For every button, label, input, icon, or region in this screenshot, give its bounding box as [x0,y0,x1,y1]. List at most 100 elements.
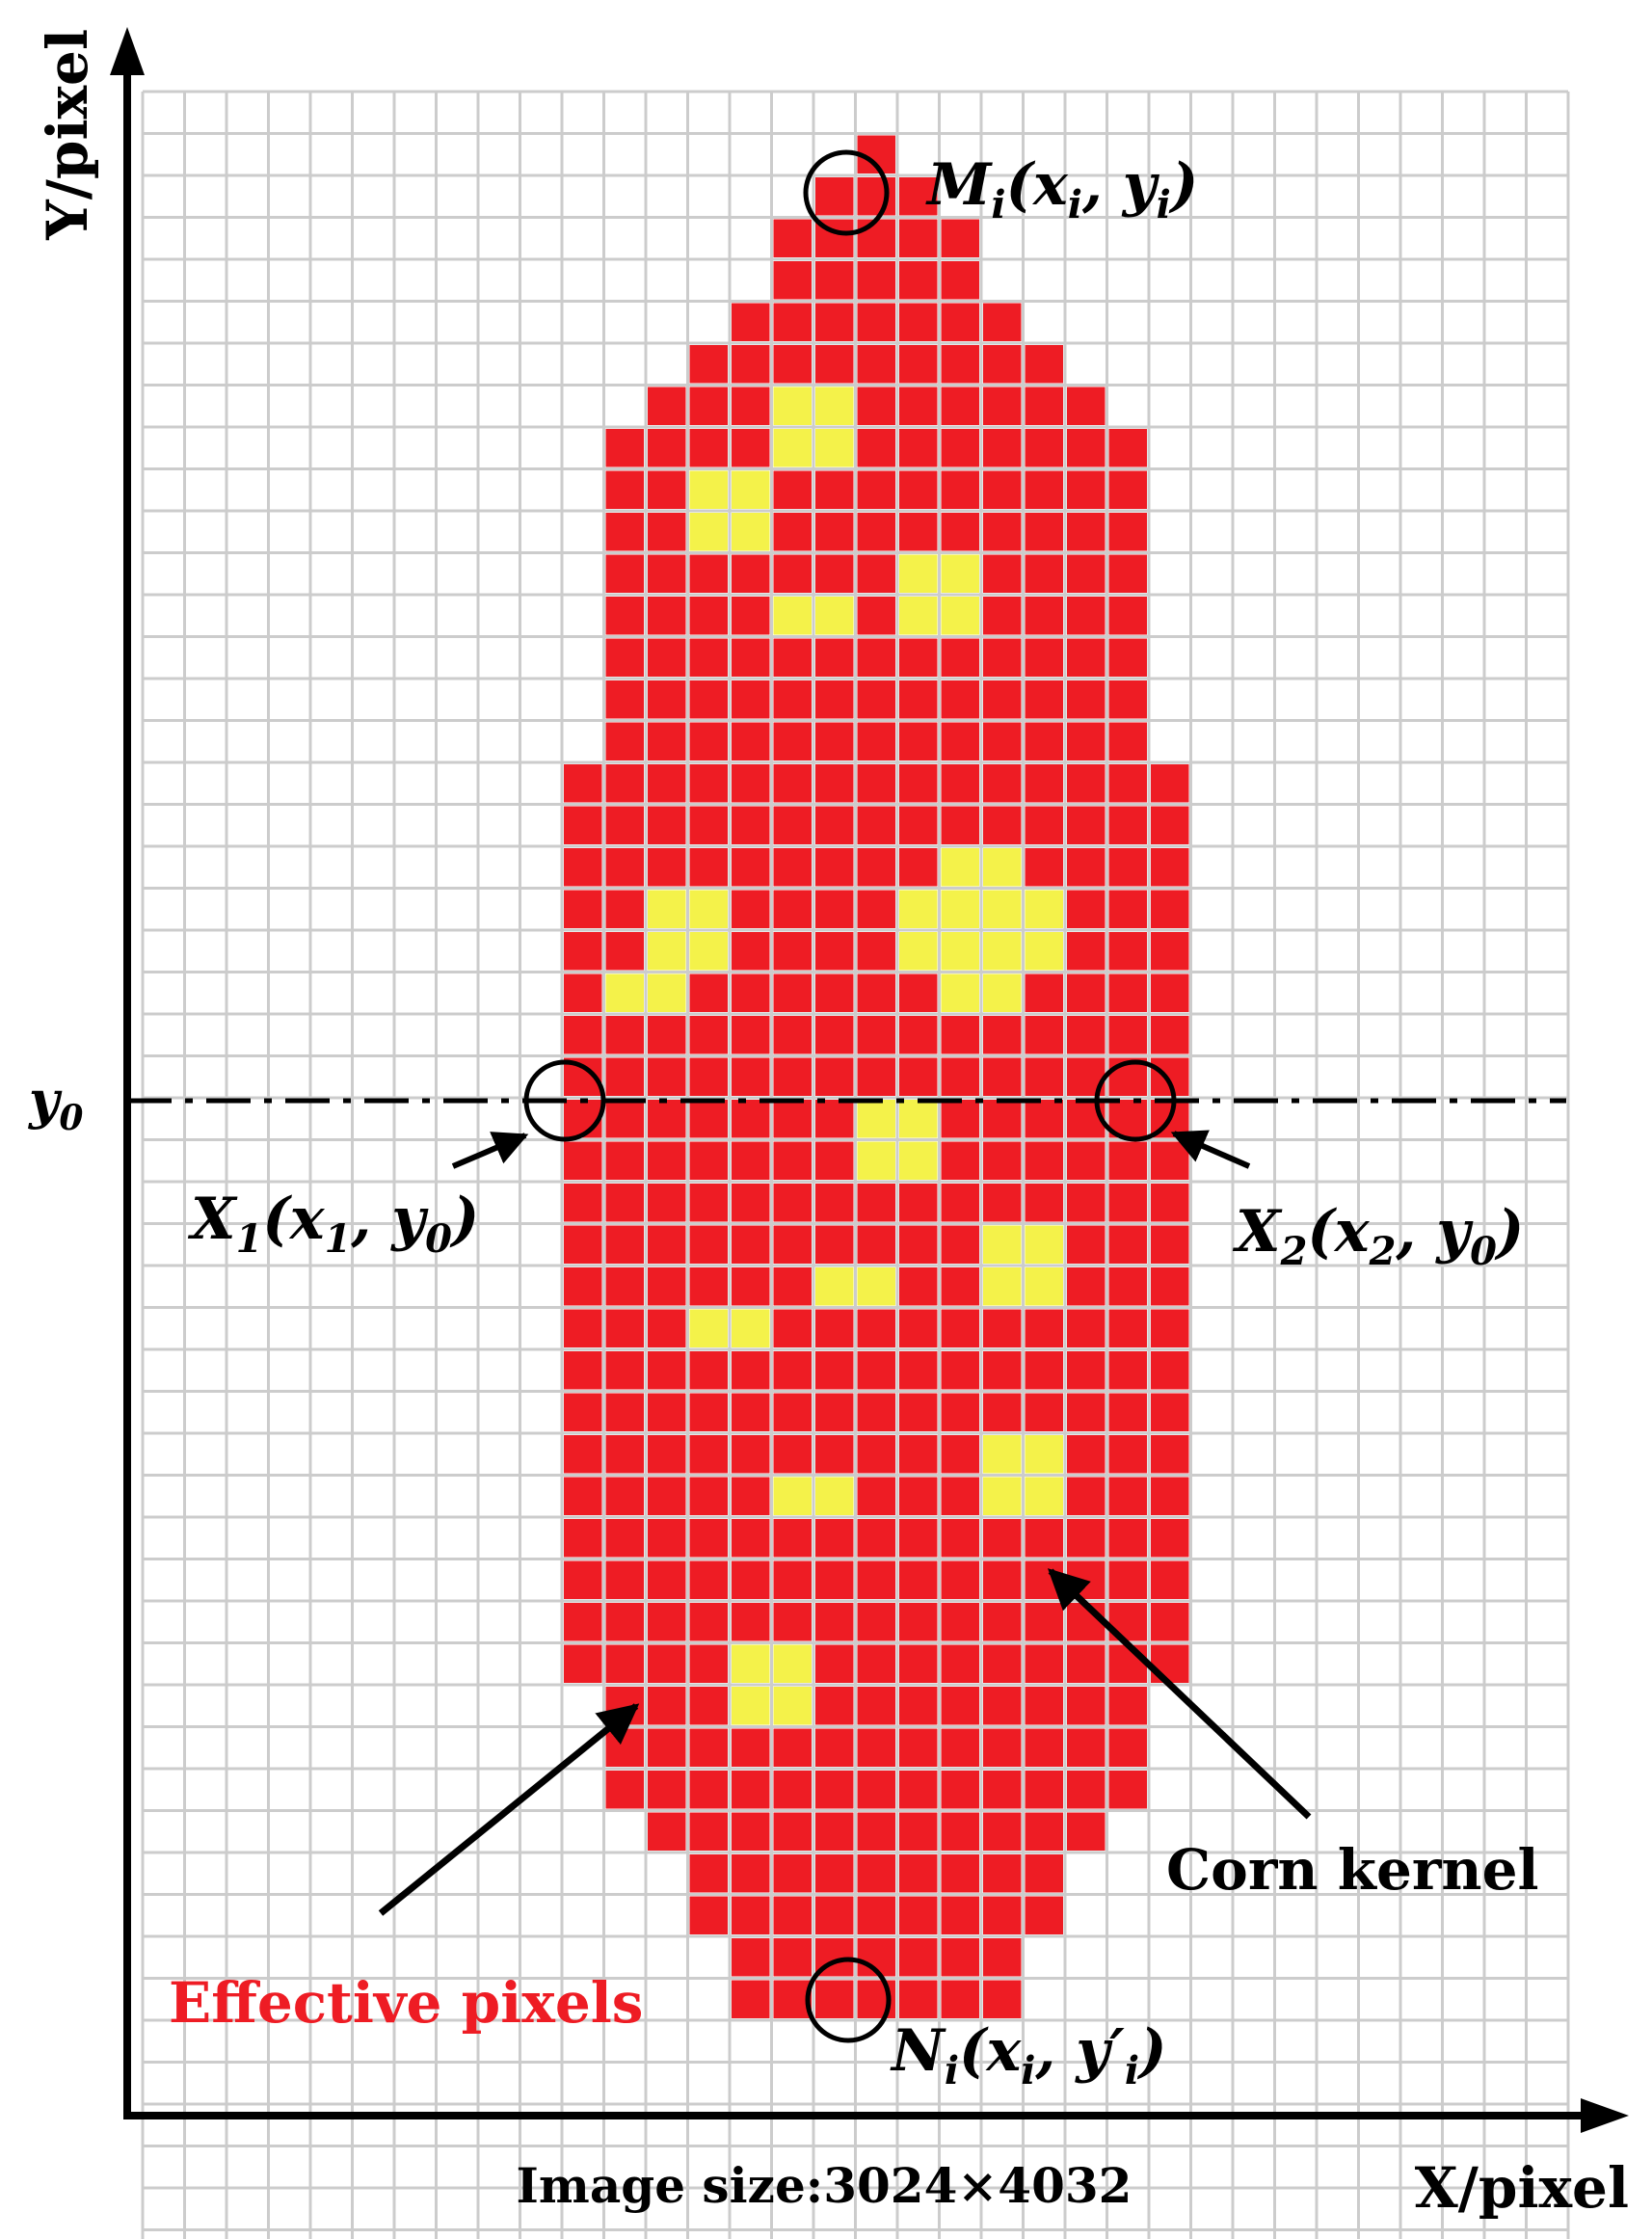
kernel-pixel [648,554,686,593]
kernel-pixel [1108,1687,1147,1725]
highlight-pixel [857,1100,895,1138]
kernel-pixel [1067,429,1106,467]
kernel-pixel [857,932,895,971]
kernel-pixel [983,1057,1022,1096]
kernel-pixel [941,1519,979,1558]
kernel-pixel [1108,1351,1147,1390]
kernel-pixel [773,219,812,257]
kernel-pixel [857,1016,895,1054]
kernel-pixel [605,1184,644,1222]
highlight-pixel [773,1644,812,1683]
kernel-pixel [1151,1141,1189,1180]
kernel-pixel [689,848,728,887]
kernel-pixel [1067,1812,1106,1851]
kernel-pixel [857,1351,895,1390]
kernel-pixel [605,470,644,509]
highlight-pixel [689,1309,728,1347]
kernel-pixel [815,1309,854,1347]
kernel-pixel [1108,932,1147,971]
kernel-pixel [605,554,644,593]
kernel-pixel [732,1267,770,1306]
kernel-pixel [773,1560,812,1599]
kernel-pixel [732,1728,770,1767]
kernel-pixel [564,932,602,971]
kernel-pixel [899,1351,938,1390]
kernel-pixel [648,1477,686,1515]
kernel-pixel [564,1393,602,1431]
highlight-pixel [941,597,979,635]
effective-pixels-label: Effective pixels [169,1970,643,2036]
highlight-pixel [732,1309,770,1347]
kernel-pixel [857,848,895,887]
kernel-pixel [1025,386,1063,425]
kernel-pixel [773,1393,812,1431]
kernel-pixel [899,1812,938,1851]
kernel-pixel [732,1393,770,1431]
kernel-pixel [1025,1896,1063,1934]
kernel-pixel [857,513,895,551]
kernel-pixel [564,848,602,887]
kernel-pixel [605,932,644,971]
kernel-pixel [941,764,979,803]
kernel-pixel [983,554,1022,593]
highlight-pixel [941,554,979,593]
kernel-pixel [605,848,644,887]
kernel-pixel [1151,1603,1189,1641]
kernel-pixel [899,1309,938,1347]
kernel-pixel [648,722,686,760]
kernel-pixel [983,386,1022,425]
kernel-pixel [899,1854,938,1893]
highlight-pixel [773,1477,812,1515]
kernel-pixel [899,1393,938,1431]
kernel-pixel [564,806,602,844]
kernel-pixel [815,345,854,384]
kernel-pixel [648,597,686,635]
kernel-pixel [1067,554,1106,593]
kernel-pixel [605,1309,644,1347]
kernel-pixel [605,638,644,677]
kernel-pixel [648,848,686,887]
kernel-pixel [732,932,770,971]
kernel-pixel [1025,1728,1063,1767]
kernel-pixel [1067,1016,1106,1054]
kernel-pixel [857,1644,895,1683]
kernel-pixel [773,1057,812,1096]
kernel-pixel [1025,1351,1063,1390]
kernel-pixel [689,1057,728,1096]
highlight-pixel [983,1225,1022,1264]
kernel-pixel [941,1225,979,1264]
kernel-pixel [815,1644,854,1683]
kernel-pixel [983,1980,1022,2018]
kernel-pixel [1151,1351,1189,1390]
kernel-pixel [732,1896,770,1934]
axes [110,27,1629,2133]
kernel-pixel [815,1771,854,1809]
kernel-pixel [815,680,854,719]
x-axis-label: X/pixel [1415,2155,1629,2221]
kernel-pixel [1067,806,1106,844]
kernel-pixel [689,597,728,635]
kernel-pixel [857,1393,895,1431]
kernel-pixel [1025,513,1063,551]
kernel-pixel [1067,1393,1106,1431]
highlight-pixel [899,597,938,635]
kernel-pixel [1025,1603,1063,1641]
kernel-pixel [1025,1771,1063,1809]
kernel-pixel [605,1393,644,1431]
kernel-pixel [1108,429,1147,467]
kernel-pixel [815,1854,854,1893]
kernel-pixel [605,806,644,844]
kernel-pixel [732,806,770,844]
highlight-pixel [983,1267,1022,1306]
kernel-pixel [857,1728,895,1767]
kernel-pixel [941,1016,979,1054]
y-axis-arrowhead [110,27,145,75]
kernel-pixel [564,973,602,1012]
highlight-pixel [983,1477,1022,1515]
kernel-pixel [1151,1519,1189,1558]
kernel-pixel [815,1812,854,1851]
kernel-pixel [1025,806,1063,844]
kernel-pixel [1025,554,1063,593]
kernel-pixel [689,806,728,844]
kernel-pixel [899,1016,938,1054]
